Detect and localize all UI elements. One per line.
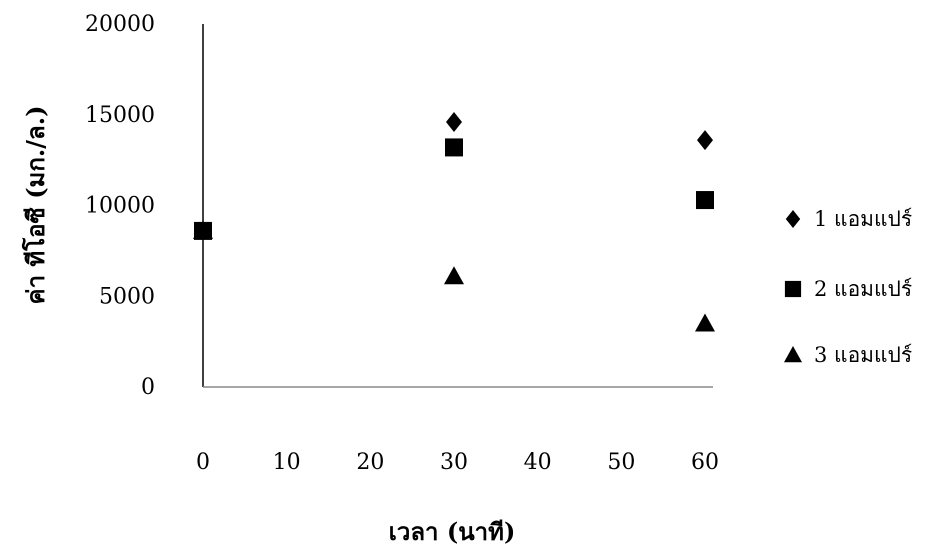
y-axis-title: ค่า ทีโอซี (มก./ล.) [21,106,50,305]
legend-diamond-marker [785,210,801,228]
x-tick-label: 50 [607,450,635,475]
x-tick-label: 30 [440,450,468,475]
x-axis-title: เวลา (นาที) [389,517,516,546]
diamond-point [697,130,713,151]
x-tick-label: 20 [356,450,384,475]
diamond-point [446,112,462,133]
x-tick-label: 10 [273,450,301,475]
triangle-point [444,266,464,285]
y-tick-label: 10000 [85,194,155,219]
legend-label: 2 แอมแปร์ [814,277,912,301]
x-tick-labels: 0 10 20 30 40 50 60 [196,450,719,475]
x-tick-label: 40 [524,450,552,475]
legend-square-marker [784,280,802,298]
diamond-point [195,220,211,241]
x-tick-label: 60 [691,450,719,475]
legend-triangle-marker [784,346,802,363]
y-tick-label: 20000 [85,12,155,37]
data-points [193,112,715,332]
square-point [696,191,714,210]
y-tick-labels: 0 5000 10000 15000 20000 [85,12,155,400]
legend-label: 3 แอมแปร์ [814,343,912,367]
y-tick-label: 5000 [99,284,155,309]
y-tick-label: 0 [141,375,155,400]
x-tick-label: 0 [196,450,210,475]
legend-label: 1 แอมแปร์ [814,207,912,231]
triangle-point [695,313,715,332]
legend: 1 แอมแปร์ 2 แอมแปร์ 3 แอมแปร์ [784,207,912,367]
square-point [445,138,463,157]
y-tick-label: 15000 [85,103,155,128]
axes [202,24,713,388]
